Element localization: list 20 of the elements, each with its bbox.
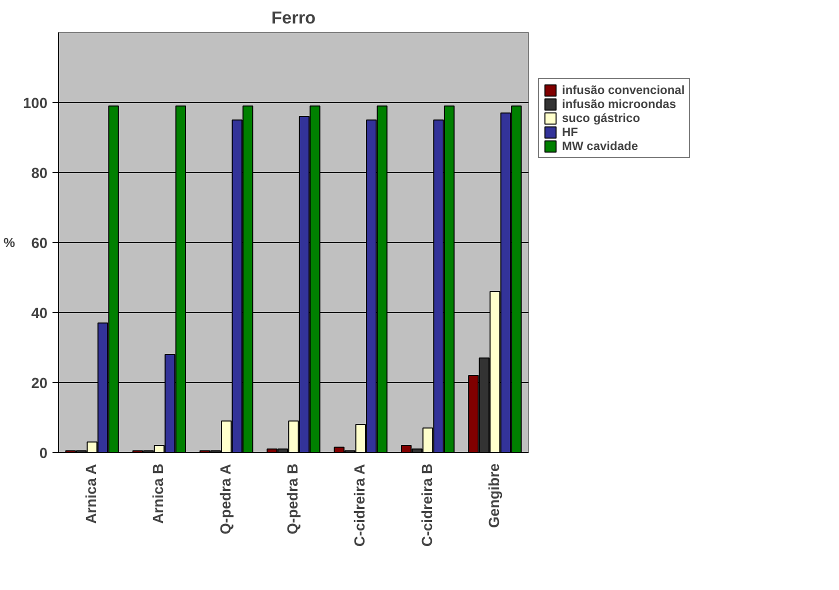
y-tick-label: 0: [39, 446, 48, 462]
y-tick-label: 100: [23, 96, 48, 112]
legend-label: MW cavidade: [562, 138, 638, 152]
legend-label: HF: [562, 124, 579, 138]
chart-title: Ferro: [271, 8, 316, 28]
y-tick-label: 80: [31, 166, 48, 182]
legend-label: suco gástrico: [562, 110, 640, 124]
x-tick-label: C-cidreira A: [352, 464, 369, 547]
y-tick-label: 60: [31, 236, 48, 252]
legend-label: infusão microondas: [562, 96, 676, 110]
y-axis-title: %: [3, 235, 16, 250]
x-tick-label: Q-pedra B: [286, 463, 302, 534]
x-tick-label: Gengibre: [486, 463, 503, 528]
y-tick-label: 40: [31, 306, 48, 322]
legend-label: infusão convencional: [562, 82, 685, 96]
y-tick-label: 20: [31, 376, 48, 392]
x-tick-label: C-cidreira B: [420, 463, 436, 547]
x-tick-label: Q-pedra A: [218, 464, 234, 534]
x-tick-label: Arnica A: [84, 464, 100, 524]
x-tick-label: Arnica B: [151, 463, 168, 524]
